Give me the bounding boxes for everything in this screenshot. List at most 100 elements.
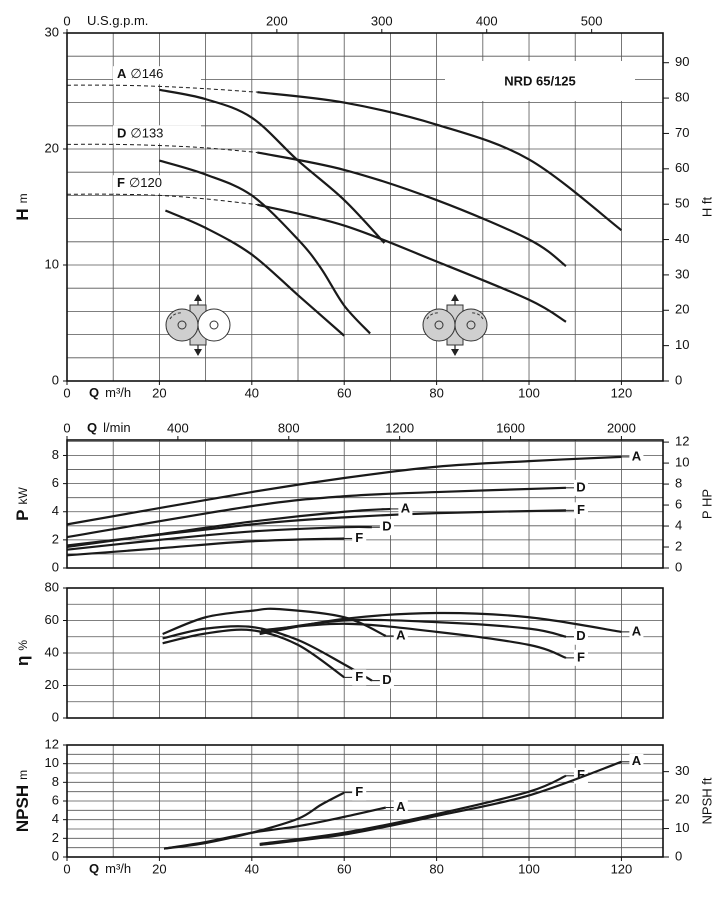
x-tick-label: 60	[337, 385, 351, 400]
y-unit: m	[16, 193, 30, 203]
x-unit: m³/h	[105, 861, 131, 876]
y2-tick-label: 40	[675, 231, 689, 246]
y2-axis-label: H ft	[699, 197, 714, 218]
x-tick-label: 20	[152, 861, 166, 876]
y2-tick-label: 0	[675, 559, 682, 574]
x2-tick-label: 400	[167, 420, 189, 435]
x2-tick-label: 500	[581, 13, 603, 28]
y2-tick-label: 20	[675, 302, 689, 317]
x-tick-label: 60	[337, 861, 351, 876]
x-tick-label: 40	[245, 861, 259, 876]
y2-tick-label: 30	[675, 763, 689, 778]
curve-label: F	[577, 767, 585, 782]
curve-label-bg	[113, 175, 201, 194]
y-tick-label: 40	[45, 644, 59, 659]
y-tick-label: 0	[52, 372, 59, 387]
y-unit: kW	[16, 486, 30, 504]
y-tick-label: 20	[45, 140, 59, 155]
y2-tick-label: 50	[675, 196, 689, 211]
x2-tick-label: 800	[278, 420, 300, 435]
curve	[259, 774, 567, 846]
curve	[257, 91, 623, 232]
curve	[66, 525, 372, 551]
curve	[164, 209, 345, 337]
plot-frame	[66, 587, 664, 719]
y-tick-label: 0	[52, 559, 59, 574]
x-tick-label: 0	[63, 861, 70, 876]
curve-name: D	[117, 126, 126, 141]
curve-label: A	[632, 448, 642, 463]
y2-tick-label: 2	[675, 538, 682, 553]
curve-label: F ∅120	[117, 176, 162, 191]
x2-tick-label: 1600	[496, 420, 525, 435]
curve	[66, 537, 345, 557]
x2-unit: U.S.g.p.m.	[87, 13, 148, 28]
curve-label-bg	[379, 519, 394, 536]
y-tick-label: 8	[52, 447, 59, 462]
curve-label-bg	[113, 66, 201, 85]
y-tick-label: 4	[52, 811, 59, 826]
y-tick-label: 60	[45, 612, 59, 627]
x-label: Q	[89, 385, 99, 400]
plot-frame	[66, 32, 664, 382]
curve	[66, 455, 622, 526]
y2-tick-label: 10	[675, 820, 689, 835]
curve	[259, 618, 567, 638]
curve-label: F	[355, 784, 363, 799]
y2-axis-label: NPSH ft	[699, 777, 714, 824]
x-tick-label: 80	[429, 861, 443, 876]
y-tick-label: 6	[52, 792, 59, 807]
y2-tick-label: 80	[675, 90, 689, 105]
x2-tick-label: 400	[476, 13, 498, 28]
curve	[260, 622, 567, 659]
curve-label: A	[396, 799, 406, 814]
y-tick-label: 8	[52, 774, 59, 789]
curve	[66, 486, 567, 539]
y-tick-label: 0	[52, 709, 59, 724]
x2-tick-label: 300	[371, 13, 393, 28]
curve-label-bg	[573, 649, 588, 666]
y2-tick-label: 30	[675, 266, 689, 281]
y2-tick-label: 12	[675, 434, 689, 449]
y-tick-label: 30	[45, 24, 59, 39]
curve-diameter: ∅146	[130, 67, 163, 82]
y2-tick-label: 90	[675, 54, 689, 69]
curve-diameter: ∅133	[130, 126, 163, 141]
chart-title: NRD 65/125	[504, 73, 576, 88]
curve-label-bg	[573, 767, 588, 784]
curve-label-bg	[573, 628, 588, 645]
y-label: P	[13, 509, 32, 520]
y-axis-label: NPSH m	[13, 770, 32, 832]
x2-tick-label: 2000	[607, 420, 636, 435]
x-tick-label: 100	[518, 861, 540, 876]
y-tick-label: 4	[52, 503, 59, 518]
curve-label-bg	[629, 448, 644, 465]
curve	[66, 507, 391, 548]
curve-label-bg	[398, 500, 413, 517]
y2-tick-label: 70	[675, 125, 689, 140]
y-label: NPSH	[13, 785, 32, 832]
y2-axis-label: P HP	[699, 489, 714, 519]
x-tick-label: 40	[245, 385, 259, 400]
curve	[66, 143, 258, 153]
curve-label: D ∅133	[117, 126, 163, 141]
title-box	[445, 61, 635, 101]
curve-label-bg	[352, 784, 367, 801]
y-tick-label: 6	[52, 475, 59, 490]
curve	[162, 628, 345, 679]
curve	[66, 84, 258, 93]
y2-tick-label: 8	[675, 476, 682, 491]
curve-label: F	[355, 669, 363, 684]
y-tick-label: 20	[45, 677, 59, 692]
curve	[259, 760, 622, 846]
y-axis-label: PkW	[13, 486, 32, 520]
y-tick-label: 80	[45, 579, 59, 594]
y2-tick-label: 20	[675, 792, 689, 807]
x2-tick-label: 200	[266, 13, 288, 28]
curve-label-bg	[113, 125, 201, 144]
y-axis-label: η%	[13, 640, 32, 666]
curve-label: D	[576, 628, 585, 643]
x2-tick-label: 0	[63, 13, 70, 28]
